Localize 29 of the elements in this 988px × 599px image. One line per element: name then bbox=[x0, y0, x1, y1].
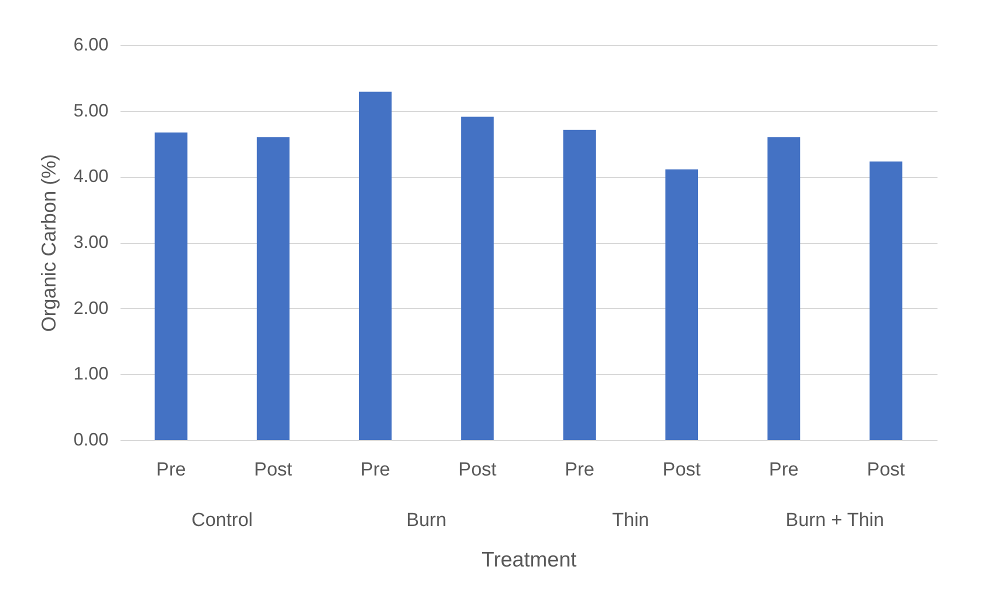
y-tick-label: 1.00 bbox=[73, 364, 108, 384]
x-tick-label: Pre bbox=[769, 460, 799, 480]
x-tick-label: Pre bbox=[360, 460, 390, 480]
x-axis-title: Treatment bbox=[482, 548, 577, 572]
bar bbox=[870, 162, 902, 440]
x-tick-label: Post bbox=[662, 460, 702, 480]
text: Burn + Thin bbox=[786, 510, 884, 531]
text: Control bbox=[192, 510, 253, 531]
y-tick-label: 2.00 bbox=[73, 298, 108, 318]
bar bbox=[563, 130, 596, 440]
x-tick-label: Pre bbox=[156, 460, 186, 480]
y-tick-label: 6.00 bbox=[73, 34, 108, 54]
y-tick-label: 0.00 bbox=[73, 430, 108, 450]
bar bbox=[461, 116, 494, 440]
y-tick-label: 5.00 bbox=[73, 100, 108, 120]
y-tick-label: 3.00 bbox=[73, 232, 108, 252]
x-tick-label: Post bbox=[866, 460, 906, 480]
bar bbox=[154, 132, 188, 440]
y-tick-label: 4.00 bbox=[73, 166, 108, 186]
text: Thin bbox=[612, 510, 650, 531]
bar bbox=[665, 169, 698, 440]
x-tick-label: Post bbox=[458, 460, 498, 480]
text: Burn bbox=[406, 510, 446, 531]
y-axis-title: Organic Carbon (%) bbox=[38, 154, 60, 332]
bar bbox=[767, 137, 800, 440]
bar bbox=[256, 137, 290, 440]
x-tick-label: Pre bbox=[564, 460, 594, 480]
bar bbox=[358, 92, 392, 440]
x-tick-label: Post bbox=[254, 460, 293, 480]
